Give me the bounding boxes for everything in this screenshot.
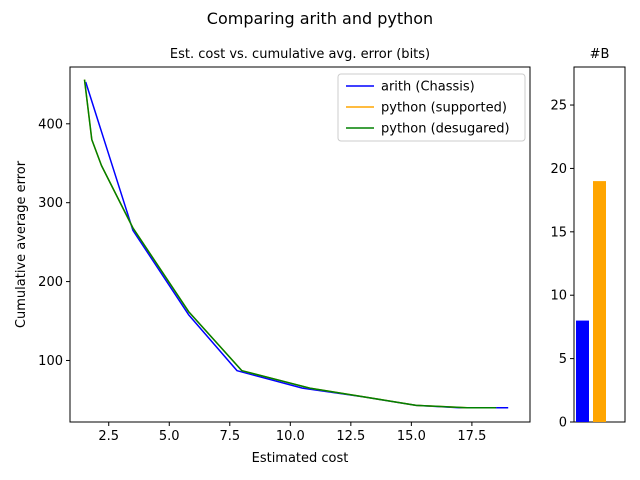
bar-y-tick-label: 20 [550, 162, 567, 177]
legend: arith (Chassis) python (supported) python … [337, 73, 526, 142]
bar-chart-title: #B [590, 47, 610, 62]
y-tick-label: 200 [38, 275, 63, 290]
bar-y-tick-label: 0 [559, 416, 567, 431]
y-axis-label: Cumulative average error [14, 160, 29, 328]
x-tick-label: 7.5 [219, 429, 240, 444]
bar-y-tick-label: 10 [550, 289, 567, 304]
y-tick-label: 400 [38, 117, 63, 132]
bar-y-ticks: 0 5 10 15 20 25 [550, 99, 574, 431]
legend-label: python (supported) [381, 101, 507, 116]
x-tick-label: 2.5 [98, 429, 119, 444]
series-lines [83, 79, 509, 409]
x-tick-label: 5.0 [159, 429, 180, 444]
legend-box [337, 73, 526, 142]
main-plot-frame [69, 66, 531, 423]
bar-1 [576, 320, 589, 422]
x-tick-label: 12.5 [336, 429, 365, 444]
bar-y-tick-label: 5 [559, 352, 567, 367]
y-tick-label: 300 [38, 196, 63, 211]
bar-y-tick-label: 25 [550, 99, 567, 114]
bar-chart: #B 0 5 10 15 20 25 [550, 47, 626, 431]
x-ticks: 2.5 5.0 7.5 10.0 12.5 15.0 17.5 [98, 422, 486, 444]
y-tick-label: 100 [38, 354, 63, 369]
legend-label: arith (Chassis) [381, 80, 475, 95]
y-ticks: 100 200 300 400 [38, 117, 70, 369]
x-tick-label: 17.5 [457, 429, 486, 444]
bar-2 [593, 181, 606, 422]
x-tick-label: 10.0 [276, 429, 305, 444]
x-tick-label: 15.0 [397, 429, 426, 444]
line-chart: Est. cost vs. cumulative avg. error (bit… [14, 47, 531, 466]
x-axis-label: Estimated cost [252, 451, 349, 466]
legend-label: python (desugared) [381, 122, 510, 137]
bars [576, 181, 606, 422]
series-line-3 [83, 79, 497, 409]
figure-title: Comparing arith and python [207, 9, 433, 28]
bar-y-tick-label: 15 [550, 225, 567, 240]
main-chart-title: Est. cost vs. cumulative avg. error (bit… [170, 47, 430, 62]
